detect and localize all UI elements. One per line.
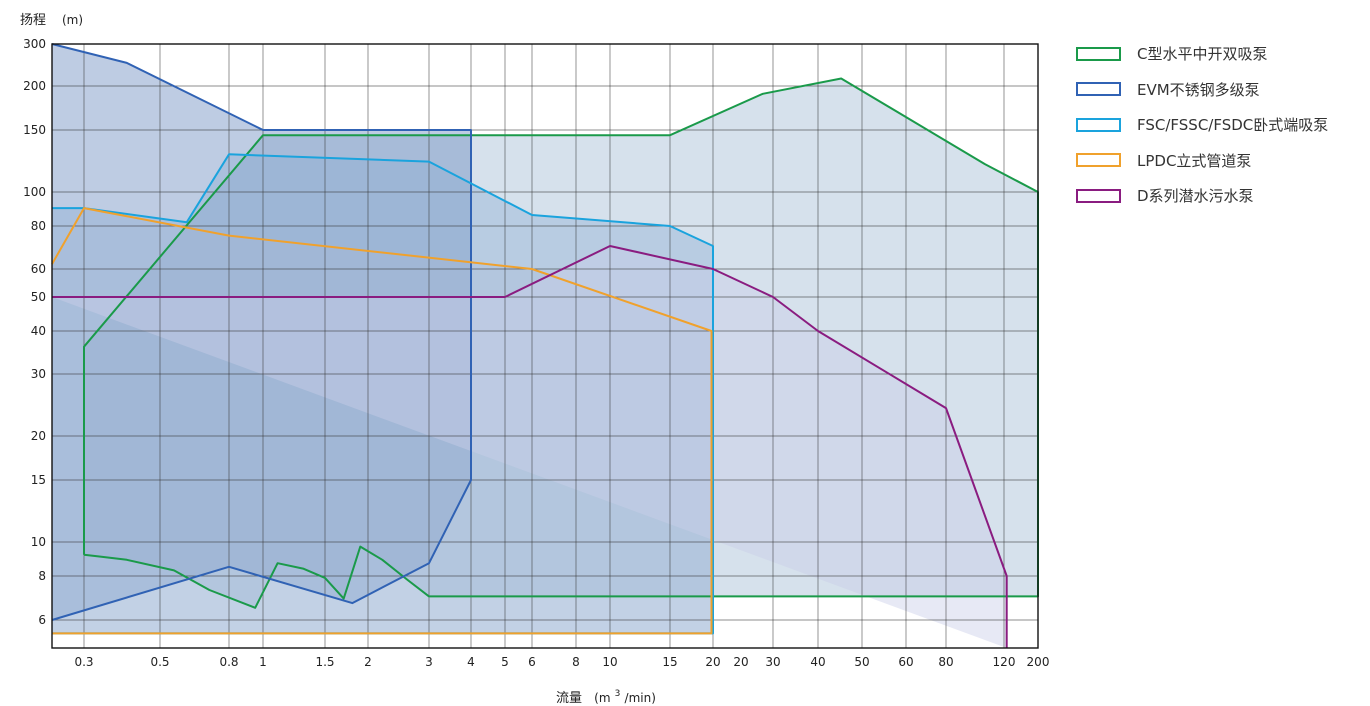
x-tick-label-13: 20 [705,655,720,669]
x-tick-label-14: 30 [765,655,780,669]
y-tick-label-11: 150 [23,123,46,137]
series-lines [51,43,1039,648]
y-tick-label-3: 15 [31,473,46,487]
x-tick-label-19: 120 [993,655,1016,669]
x-tick-label-12: 15 [662,655,677,669]
x-tick-label-17: 60 [898,655,913,669]
y-tick-label-10: 100 [23,185,46,199]
series-line-3 [51,207,713,635]
legend-swatch-c-series [1076,46,1121,61]
y-tick-label-0: 6 [38,613,46,627]
legend-label-d-series: D系列潜水污水泵 [1137,187,1254,206]
x-tick-label-16: 50 [854,655,869,669]
x-axis-unit-post: /min) [625,691,656,705]
legend-swatch-evm [1076,82,1121,97]
y-tick-label-2: 10 [31,535,46,549]
y-tick-label-1: 8 [38,569,46,583]
legend-item-evm: EVM不锈钢多级泵 [1076,72,1328,108]
grid [52,43,1039,648]
y-tick-label-5: 30 [31,367,46,381]
x-tick-label-4: 1.5 [315,655,334,669]
y-tick-label-9: 80 [31,219,46,233]
x-tick-label-1: 0.5 [150,655,169,669]
x-tick-label-20-second: 20 [733,655,748,669]
x-axis-unit-pre: (m [594,691,610,705]
x-tick-label-5: 2 [364,655,372,669]
series-fill-1 [52,44,471,620]
series-line-0 [83,77,1039,609]
y-axis-title: 扬程 [20,13,46,28]
tick-labels: 0.3 0.5 0.8 1 1.5 2 3 4 5 6 8 10 15 20 30 40 50 60 80 120 20… [23,37,1049,669]
x-tick-label-0: 0.3 [74,655,93,669]
x-tick-label-10: 8 [572,655,580,669]
plot-frame [51,43,1039,649]
series-fill-3 [52,208,712,634]
legend-swatch-fsc [1076,117,1121,132]
legend-item-c-series: C型水平中开双吸泵 [1076,36,1328,72]
x-tick-label-2: 0.8 [219,655,238,669]
x-tick-label-6: 3 [425,655,433,669]
series-fill-0 [84,78,1038,608]
series-line-1 [51,43,472,621]
legend-label-c-series: C型水平中开双吸泵 [1137,45,1268,64]
y-tick-label-6: 40 [31,324,46,338]
x-tick-label-3: 1 [259,655,267,669]
legend-swatch-lpdc [1076,153,1121,168]
legend-item-fsc: FSC/FSSC/FSDC卧式端吸泵 [1076,107,1328,143]
legend-label-lpdc: LPDC立式管道泵 [1137,151,1252,170]
legend-item-d-series: D系列潜水污水泵 [1076,178,1328,214]
legend-label-fsc: FSC/FSSC/FSDC卧式端吸泵 [1137,116,1329,135]
legend: C型水平中开双吸泵 EVM不锈钢多级泵 FSC/FSSC/FSDC卧式端吸泵 L… [1076,36,1328,214]
y-axis-unit: (m) [62,13,83,27]
x-axis-title-line: 流量 (m 3 /min) [556,685,656,706]
x-tick-label-11: 10 [602,655,617,669]
series-fill-4 [52,246,1007,648]
x-tick-label-7: 4 [467,655,475,669]
legend-swatch-d-series [1076,188,1121,203]
legend-label-evm: EVM不锈钢多级泵 [1137,80,1260,99]
series-line-2 [52,153,714,635]
y-tick-label-7: 50 [31,290,46,304]
y-tick-label-13: 300 [23,37,46,51]
series-line-4 [52,245,1008,648]
x-axis-unit-sup: 3 [615,689,621,699]
y-tick-label-4: 20 [31,429,46,443]
legend-item-lpdc: LPDC立式管道泵 [1076,143,1328,179]
x-tick-label-20: 200 [1027,655,1050,669]
x-tick-label-15: 40 [810,655,825,669]
x-tick-label-8: 5 [501,655,509,669]
x-tick-label-9: 6 [528,655,536,669]
x-axis-title: 流量 [556,691,582,706]
x-tick-label-18: 80 [938,655,953,669]
y-tick-label-8: 60 [31,262,46,276]
y-tick-label-12: 200 [23,79,46,93]
